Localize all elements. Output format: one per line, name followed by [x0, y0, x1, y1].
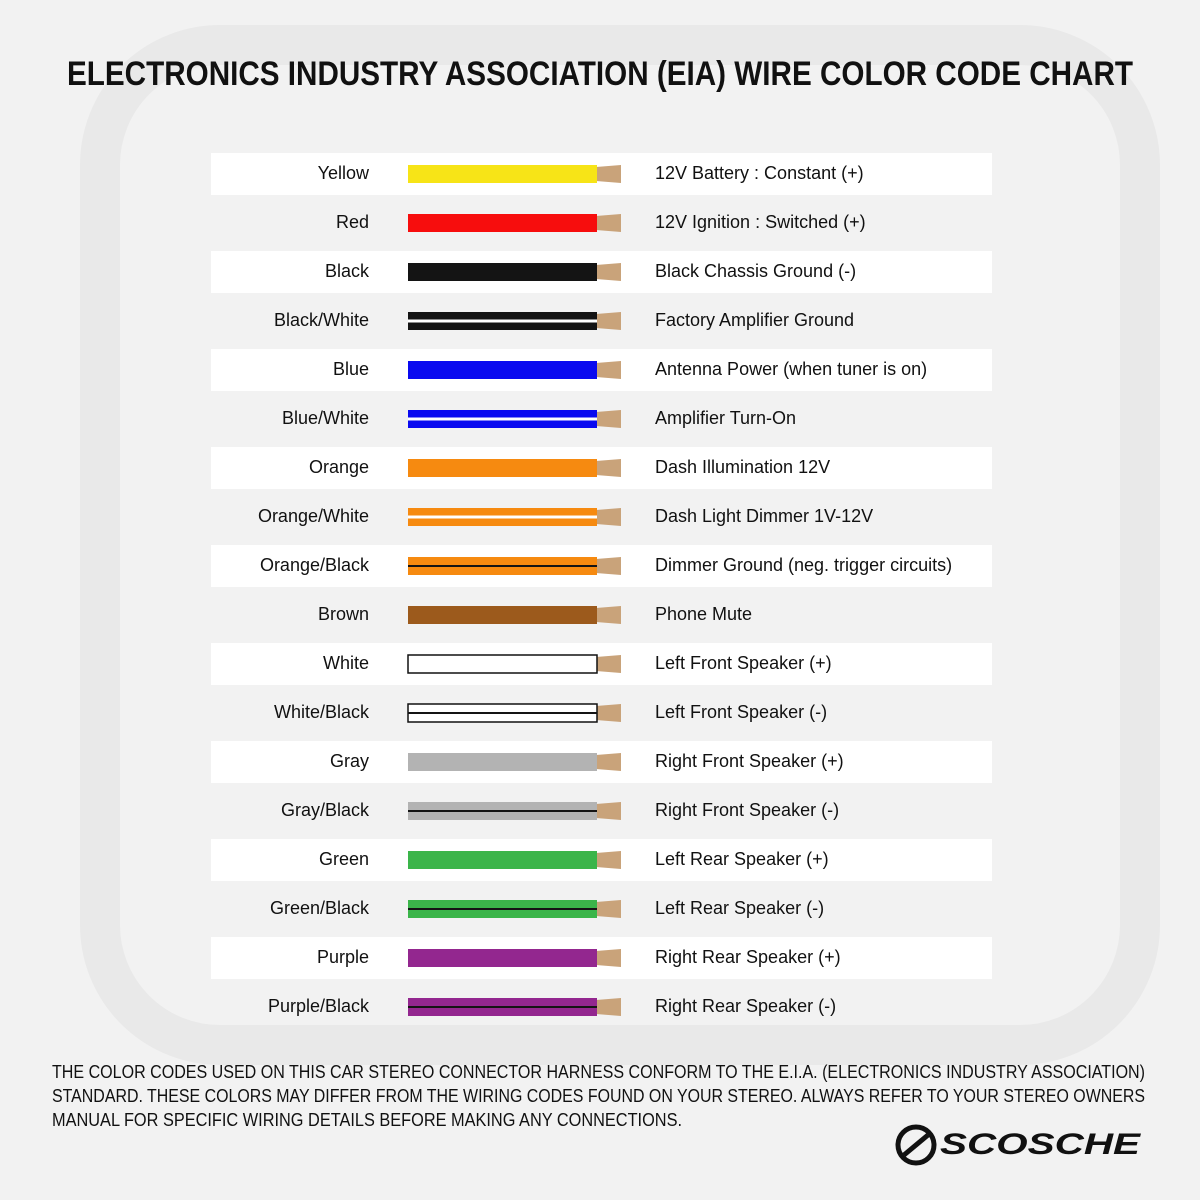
- logo: SCOSCHE: [895, 1124, 1141, 1166]
- wire: [408, 263, 597, 281]
- wire-tip: [596, 704, 621, 722]
- title: ELECTRONICS INDUSTRY ASSOCIATION (EIA) W…: [67, 55, 1133, 93]
- wire-color-name: White/Black: [274, 702, 370, 722]
- note-line: STANDARD. THESE COLORS MAY DIFFER FROM T…: [52, 1086, 1145, 1106]
- wire-tip: [596, 361, 621, 379]
- wire-function: 12V Battery : Constant (+): [655, 163, 864, 183]
- wire-function: Left Front Speaker (+): [655, 653, 832, 673]
- wire-tip: [596, 655, 621, 673]
- wire-function: Right Front Speaker (-): [655, 800, 839, 820]
- wire-tip: [596, 263, 621, 281]
- wire-tip: [596, 312, 621, 330]
- wire: [408, 949, 597, 967]
- wire: [408, 459, 597, 477]
- wire-tip: [596, 508, 621, 526]
- wire-color-name: Red: [336, 212, 369, 232]
- wire-tip: [596, 802, 621, 820]
- note-line: THE COLOR CODES USED ON THIS CAR STEREO …: [52, 1062, 1145, 1082]
- wire-tip: [596, 214, 621, 232]
- wire-color-name: Purple/Black: [268, 996, 370, 1016]
- wire-function: Phone Mute: [655, 604, 752, 624]
- wire-function: 12V Ignition : Switched (+): [655, 212, 866, 232]
- wire: [408, 851, 597, 869]
- wire-color-name: Orange/White: [258, 506, 369, 526]
- wire-color-name: Gray/Black: [281, 800, 370, 820]
- wire-color-name: Orange: [309, 457, 369, 477]
- wire: [408, 361, 597, 379]
- wire-color-name: Yellow: [318, 163, 370, 183]
- wire-function: Dimmer Ground (neg. trigger circuits): [655, 555, 952, 575]
- wire-color-name: Orange/Black: [260, 555, 370, 575]
- logo-icon-slash: [902, 1133, 930, 1157]
- wire: [408, 214, 597, 232]
- wire-tip: [596, 459, 621, 477]
- wire-tip: [596, 998, 621, 1016]
- wire-color-name: Gray: [330, 751, 369, 771]
- wire-color-name: Green: [319, 849, 369, 869]
- wire-function: Black Chassis Ground (-): [655, 261, 856, 281]
- wire-function: Antenna Power (when tuner is on): [655, 359, 927, 379]
- wire-color-name: Black/White: [274, 310, 369, 330]
- wire-function: Amplifier Turn-On: [655, 408, 796, 428]
- wire-tip: [596, 949, 621, 967]
- wire: [408, 165, 597, 183]
- wire-color-name: Brown: [318, 604, 369, 624]
- wire-function: Left Rear Speaker (+): [655, 849, 829, 869]
- wire-tip: [596, 410, 621, 428]
- wire-tip: [596, 900, 621, 918]
- note: THE COLOR CODES USED ON THIS CAR STEREO …: [52, 1062, 1145, 1130]
- wire-color-name: Black: [325, 261, 370, 281]
- wire-color-name: Blue: [333, 359, 369, 379]
- wire-function: Left Rear Speaker (-): [655, 898, 824, 918]
- wire-tip: [596, 851, 621, 869]
- wire-function: Dash Illumination 12V: [655, 457, 830, 477]
- logo-icon: [895, 1124, 937, 1166]
- wire-function: Factory Amplifier Ground: [655, 310, 854, 330]
- note-line: MANUAL FOR SPECIFIC WIRING DETAILS BEFOR…: [52, 1110, 682, 1130]
- wire-color-name: Green/Black: [270, 898, 370, 918]
- wire-function: Dash Light Dimmer 1V-12V: [655, 506, 873, 526]
- watermark: [80, 25, 1160, 1065]
- wire-function: Right Rear Speaker (+): [655, 947, 841, 967]
- wire: [408, 753, 597, 771]
- wire-tip: [596, 606, 621, 624]
- wire-tip: [596, 557, 621, 575]
- wire-function: Right Rear Speaker (-): [655, 996, 836, 1016]
- wire: [407, 654, 598, 674]
- logo-text: SCOSCHE: [940, 1128, 1141, 1161]
- wire-color-name: Purple: [317, 947, 369, 967]
- wire-function: Left Front Speaker (-): [655, 702, 827, 722]
- wire-function: Right Front Speaker (+): [655, 751, 844, 771]
- wire-tip: [596, 753, 621, 771]
- wire-color-name: White: [323, 653, 369, 673]
- wire-tip: [596, 165, 621, 183]
- wire: [408, 606, 597, 624]
- wire-color-name: Blue/White: [282, 408, 369, 428]
- wire-table: Yellow 12V Battery : Constant (+) Red 12V I…: [211, 153, 992, 1016]
